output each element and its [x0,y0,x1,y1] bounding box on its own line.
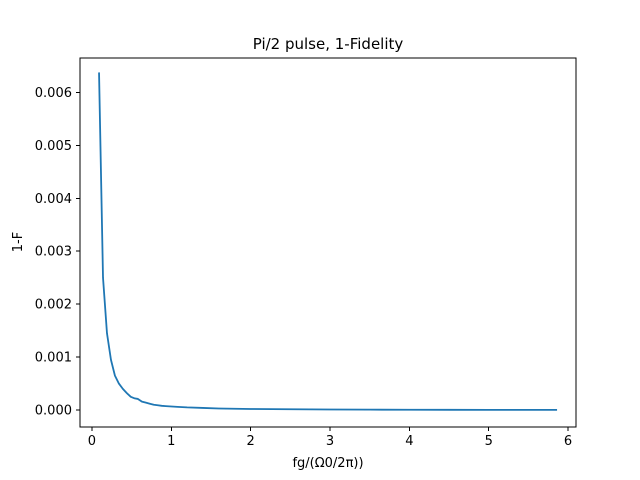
y-tick-label: 0.005 [35,139,72,154]
y-tick-label: 0.001 [35,351,72,366]
x-tick-label: 5 [485,434,493,449]
x-tick-label: 0 [88,434,96,449]
plot-content [98,72,558,411]
x-tick-label: 1 [167,434,175,449]
plot-frame [79,57,577,428]
x-tick-label: 6 [564,434,572,449]
x-tick-label: 4 [405,434,413,449]
y-axis-label: 1-F [11,232,26,252]
y-tick-label: 0.004 [35,192,72,207]
y-tick-label: 0.002 [35,298,72,313]
x-axis-label: fg/(Ω0/2π)) [292,456,363,471]
series-line [98,72,558,411]
y-tick-label: 0.000 [35,404,72,419]
x-tick-label: 2 [246,434,254,449]
x-tick-label: 3 [326,434,334,449]
chart-title: Pi/2 pulse, 1-Fidelity [253,35,404,53]
y-tick-label: 0.006 [35,86,72,101]
y-axis: 0.000 0.001 0.002 0.003 0.004 0.005 0.006 [35,86,80,419]
y-tick-label: 0.003 [35,245,72,260]
x-axis: 0 1 2 3 4 5 6 [88,427,572,449]
